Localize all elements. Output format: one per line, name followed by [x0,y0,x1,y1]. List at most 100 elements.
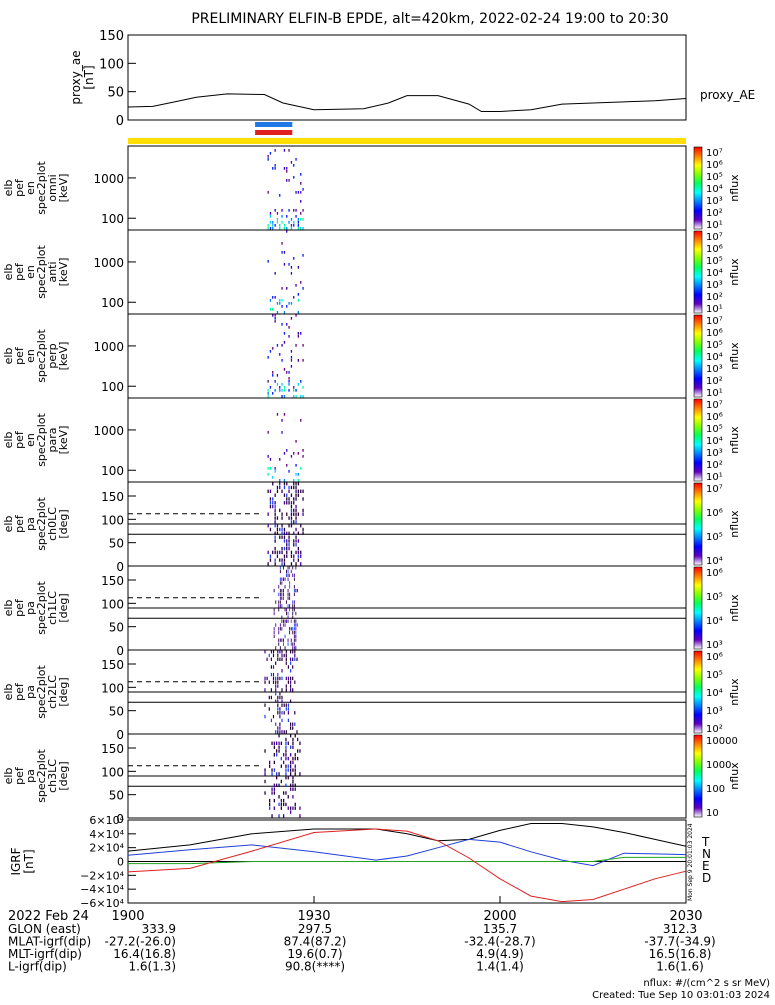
panel-perp-data-pixel [267,395,269,398]
panel-perp-data-pixel [267,380,269,383]
panel-ch3LC-data-pixel [287,764,289,768]
panel-ch0LC-data-pixel [286,531,288,535]
panel-ch1LC-data-pixel [278,630,280,635]
panel-ch1LC-data-pixel [292,604,294,608]
panel-perp-data-pixel [274,380,276,383]
panel-ch3LC-ylabel-line: [deg] [57,761,70,790]
blue-indicator-bar [255,122,293,127]
panel-perp-data-pixel [302,344,304,347]
panel-omni-cbar-tick-label: 10⁴ [706,184,723,195]
panel-ch2LC-data-pixel [268,680,270,684]
panel-ch0LC-data-pixel [286,512,288,516]
panel-perp-data-pixel [295,314,297,317]
panel-ch3LC-data-pixel [294,768,296,772]
panel-ch3LC-data-pixel [269,760,271,765]
panel-ch3LC-cbar-tick-label: 100 [706,784,725,795]
panel-ch3LC-data-pixel [287,795,289,799]
panel-ch2LC-data-pixel [275,680,277,684]
panel-anti-data-pixel [281,305,283,308]
panel-ch1LC-data-pixel [292,566,294,570]
panel-ch3LC-ytick-label: 100 [101,765,124,779]
panel-ch1LC-cbar-tick-label: 10⁶ [706,568,723,579]
panel-ch1LC-data-pixel [284,585,286,589]
panel-para-data-pixel [288,470,290,473]
panel-omni-data-pixel [283,224,286,227]
panel-ch2LC-data-pixel [292,676,294,681]
panel-ch2LC-data-pixel [277,684,279,688]
panel-ch3LC-colorbar [693,734,703,818]
panel-omni-data-pixel [274,164,276,167]
panel-perp-cbar-tick-label: 10⁴ [706,352,723,363]
panel-ch0LC-data-pixel [290,512,293,516]
orbit-row-value: 1.6(1.6) [656,960,704,974]
panel-omni-data-pixel [267,191,269,194]
panel-para-data-pixel [272,476,274,479]
panel-ch0LC-data-pixel [279,558,281,562]
panel-ch2LC-data-pixel [285,676,287,681]
panel-ch3LC-data-pixel [292,760,294,765]
panel-perp-ylabel-line: [keV] [57,342,70,371]
panel-ch0LC-data-pixel [267,489,269,493]
panel-anti-data-pixel [297,266,299,269]
panel-ch1LC-data-pixel [295,588,297,593]
panel-ch1LC-colorbar [693,566,703,650]
panel-ch1LC-data-pixel [281,592,283,597]
panel-para-cbar-label: nflux [728,426,741,454]
panel-ch2LC-ylabel-line: ch2LC [46,675,59,709]
panel-ch1LC-data-pixel [275,646,277,650]
panel-omni-data-pixel [272,224,274,227]
panel-ch0LC-data-pixel [274,493,276,497]
orbit-row-value: -27.2(-26.0) [105,935,176,949]
panel-omni-data-pixel [300,173,302,176]
panel-ch0LC-data-pixel [290,524,293,528]
panel-ch1LC-data-pixel [281,588,283,593]
panel-para-data-pixel [295,440,297,443]
panel-ch0LC-data-pixel [283,493,286,497]
panel-anti-data-pixel [286,305,288,308]
panel-anti-data-pixel [281,251,283,254]
panel-ch3LC-data-pixel [290,753,292,757]
panel-ch3LC-data-pixel [278,741,280,745]
panel-para-ylabel-line: pef [13,430,26,449]
panel-omni-data-pixel [269,215,272,218]
panel-perp-cbar-tick-label: 10⁷ [706,316,723,327]
panel-anti-data-pixel [297,299,299,302]
panel-ch0LC-data-pixel [286,550,288,555]
panel-omni-data-pixel [300,191,302,194]
panel-anti-data-pixel [272,296,274,299]
panel-ch2LC-cbar-label: nflux [728,678,741,706]
panel-ch1LC-data-pixel [283,638,284,642]
panel-ch2LC-cbar-tick-label: 10⁵ [706,670,723,681]
panel-ch1LC-data-pixel [279,592,281,597]
panel-anti-data-pixel [279,299,281,302]
panel-ch0LC-data-pixel [288,485,290,490]
panel-omni-cbar-label: nflux [728,174,741,202]
panel-ch2LC-cbar-tick-label: 10² [706,724,723,735]
orbit-row-value: 1.6(1.3) [128,960,176,974]
panel-ch1LC-data-pixel [287,588,289,593]
panel-omni-data-pixel [300,218,302,221]
panel-ch0LC-data-pixel [300,562,302,566]
orbit-row-value: 87.4(87.2) [284,935,347,949]
proxy-ae-ylabel-line: [nT] [82,65,96,89]
panel-omni-data-pixel [281,215,283,218]
panel-ch3LC-data-pixel [294,734,296,738]
panel-ch1LC-ytick-label: 0 [116,644,124,658]
panel-ch0LC-data-pixel [272,482,274,486]
orbit-row-label: MLAT-igrf(dip) [8,935,91,949]
panel-ch0LC-data-pixel [297,550,299,555]
panel-perp-data-pixel [290,350,293,353]
panel-ch1LC-data-pixel [293,642,295,646]
panel-ch3LC-data-pixel [280,741,282,745]
igrf-series-E [128,856,686,865]
panel-perp-data-pixel [267,392,269,395]
panel-ch0LC-data-pixel [279,482,281,486]
panel-ch0LC-data-pixel [281,535,283,539]
panel-omni-data-pixel [295,215,297,218]
panel-omni-data-pixel [293,176,295,179]
panel-ch0LC-data-pixel [283,485,286,490]
panel-ch2LC-ytick-label: 50 [109,705,124,719]
panel-ch2LC-data-pixel [290,669,292,673]
panel-ch2LC-data-pixel [268,707,270,711]
panel-ch3LC-data-pixel [273,806,275,810]
